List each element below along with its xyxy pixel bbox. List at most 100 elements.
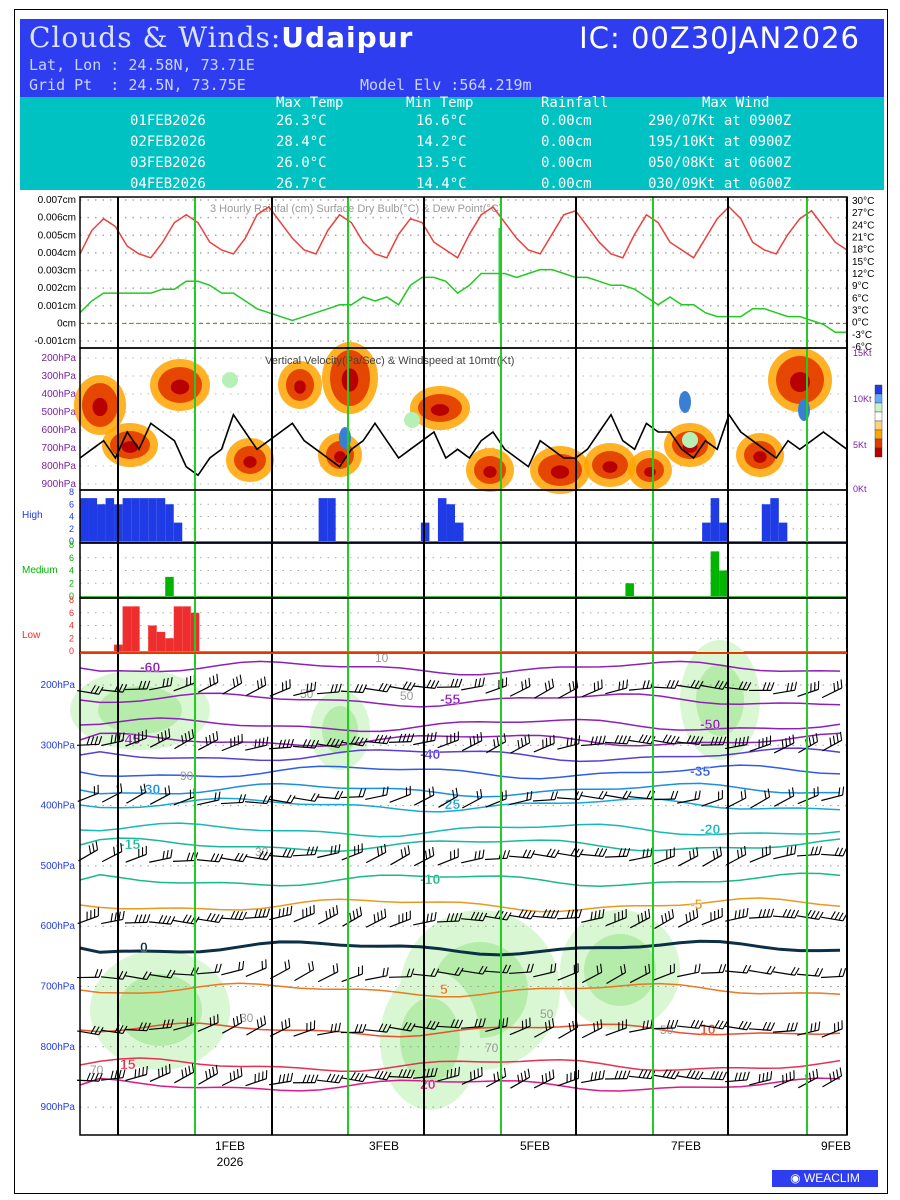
wind-barb-flag [302,1074,307,1083]
wind-barb [341,736,368,747]
wind-barb [749,735,772,752]
wind-barb-flag [622,1070,627,1079]
wind-barb-flag [638,734,644,743]
wind-barb-flag [330,1074,336,1083]
wind-barb-flag [578,735,581,744]
vv-colorbar-swatch [874,438,883,449]
wind-barb [388,1068,415,1079]
wind-barb [221,960,245,976]
wind-barb-flag [334,1074,340,1083]
ctr-pressure-label: 200hPa [41,680,76,691]
wind-barb-flag [386,1072,392,1081]
wind-barb-flag [572,1020,575,1030]
wind-barb-flag [646,848,649,858]
wind-barb [677,790,701,804]
wind-barb-flag [145,729,147,739]
wind-barb-flag [404,847,407,856]
isotherm-label: -35 [690,763,710,779]
wind-barb [606,963,627,985]
wind-barb-flag [690,1019,696,1028]
wind-barb-flag [838,968,843,977]
wind-barb-flag [161,1067,164,1076]
wind-barb-flag [502,964,508,973]
wind-barb-flag [182,914,188,923]
wind-barb-shaft [628,687,652,691]
wind-barb-flag [480,789,483,798]
wind-barb-flag [278,1074,282,1084]
wind-barb [557,963,579,981]
wind-barb-flag [86,911,88,921]
wind-barb-flag [426,1020,432,1029]
wind-barb [222,674,243,695]
wind-barb-flag [168,785,171,795]
wind-barb [220,910,248,921]
wind-barb-flag [673,847,675,857]
wind-barb [701,1019,728,1030]
wind-barb-flag [90,685,96,694]
wind-barb [796,967,824,977]
wind-barb-shaft [172,859,196,862]
wind-barb-flag [286,1073,290,1082]
wind-barb [653,963,675,981]
high-cloud-bar [148,498,157,541]
wind-barb [365,1070,392,1081]
wind-barb-flag [716,848,719,858]
wind-barb [461,965,488,975]
wind-barb [533,1069,555,1089]
wind-barb-flag [838,847,844,856]
wind-barb-flag [386,967,389,976]
wind-barb [293,681,317,697]
wind-barb [534,1018,555,1038]
wind-barb-flag [170,916,176,925]
wind-barb-flag [718,736,723,745]
med-cloud-bar [165,576,174,596]
wind-barb [149,677,173,691]
wind-barb-flag [815,1068,819,1078]
wind-barb-flag [334,739,340,748]
wind-barb [749,965,776,975]
wind-barb-flag [834,847,840,856]
wind-barb-flag [450,678,455,688]
wind-barb-flag [506,964,512,974]
wind-barb-flag [262,737,265,747]
wind-barb-flag [90,1025,96,1034]
wind-barb-flag [474,912,480,921]
wind-barb-flag [308,963,311,972]
wind-barb-flag [618,735,624,744]
wind-speed-tick: 10Kt [853,394,872,404]
wind-barb [388,968,415,978]
wind-barb-flag [625,1019,627,1028]
wind-barb-flag [406,681,412,690]
wind-barb [365,967,389,981]
low-cloud-bar [173,606,183,651]
wind-barb-flag [762,909,767,918]
wind-barb-flag [286,849,292,858]
wind-barb-flag [626,1070,631,1079]
wind-barb-flag [714,1019,720,1028]
wind-barb [197,912,224,924]
wind-barb-flag [673,963,675,973]
high-cloud-bar [97,504,106,541]
wind-barb-flag [410,968,415,977]
wind-barb-flag [482,849,485,859]
wind-barb-flag [382,1071,388,1080]
wind-barb-flag [742,681,748,690]
wind-barb-shaft [581,1027,603,1039]
wind-barb-flag [450,1019,455,1028]
wind-barb-shaft [293,912,315,923]
wind-barb-shaft [822,1075,842,1088]
wind-barb-flag [646,735,652,744]
wind-barb-flag [842,847,848,857]
wind-barb-flag [836,681,839,690]
wind-barb-shaft [390,853,410,866]
wind-barb [196,963,222,975]
wind-barb-flag [761,848,764,857]
wind-barb-flag [718,791,720,800]
wind-barb-flag [446,913,451,922]
wind-barb-shaft [533,742,555,753]
wind-barb-shaft [317,971,339,983]
wind-barb-shaft [245,967,267,978]
wind-barb-flag [626,791,632,800]
wind-barb-flag [458,678,463,688]
wind-barb-flag [626,847,631,857]
